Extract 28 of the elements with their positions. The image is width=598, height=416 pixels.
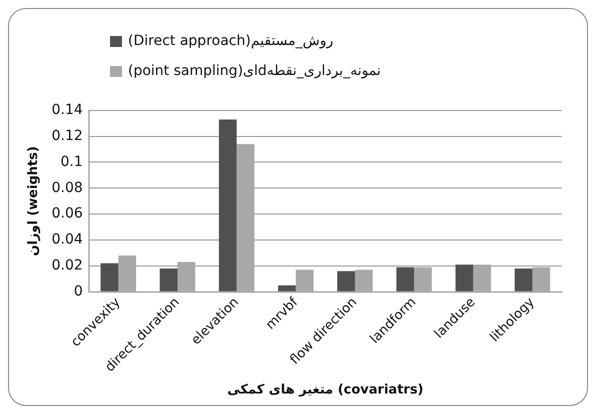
y-tick-label: 0.14 [52,102,83,118]
y-tick-label: 0.06 [52,206,83,222]
y-tick-label: 0.02 [52,258,83,274]
bar [396,267,414,292]
y-axis-title: اوزان (weights) [26,146,42,256]
y-tick-label: 0.04 [52,232,83,248]
y-tick-label: 0.12 [52,128,83,144]
bar [118,256,136,292]
bar [514,268,532,292]
legend-label: روش_مستقیم(Direct approach) [128,33,334,49]
bar [278,285,296,292]
bar [456,264,474,292]
x-axis-title: متغیر های کمکی (covariatrs) [227,382,424,398]
bar [218,119,237,292]
bar [236,144,254,292]
bar [100,263,118,292]
bar [160,268,178,292]
bar [337,271,355,292]
y-tick-label: 0.1 [60,154,83,170]
y-tick-label: 0 [74,283,83,300]
bar [414,267,432,292]
bar [296,270,314,292]
bar [473,264,492,292]
legend-label: نمونه_برداری_نقطهdای(point sampling) [128,63,381,79]
bar [354,270,373,292]
y-tick-label: 0.08 [52,180,83,196]
bar [178,262,196,292]
bar [532,267,550,292]
